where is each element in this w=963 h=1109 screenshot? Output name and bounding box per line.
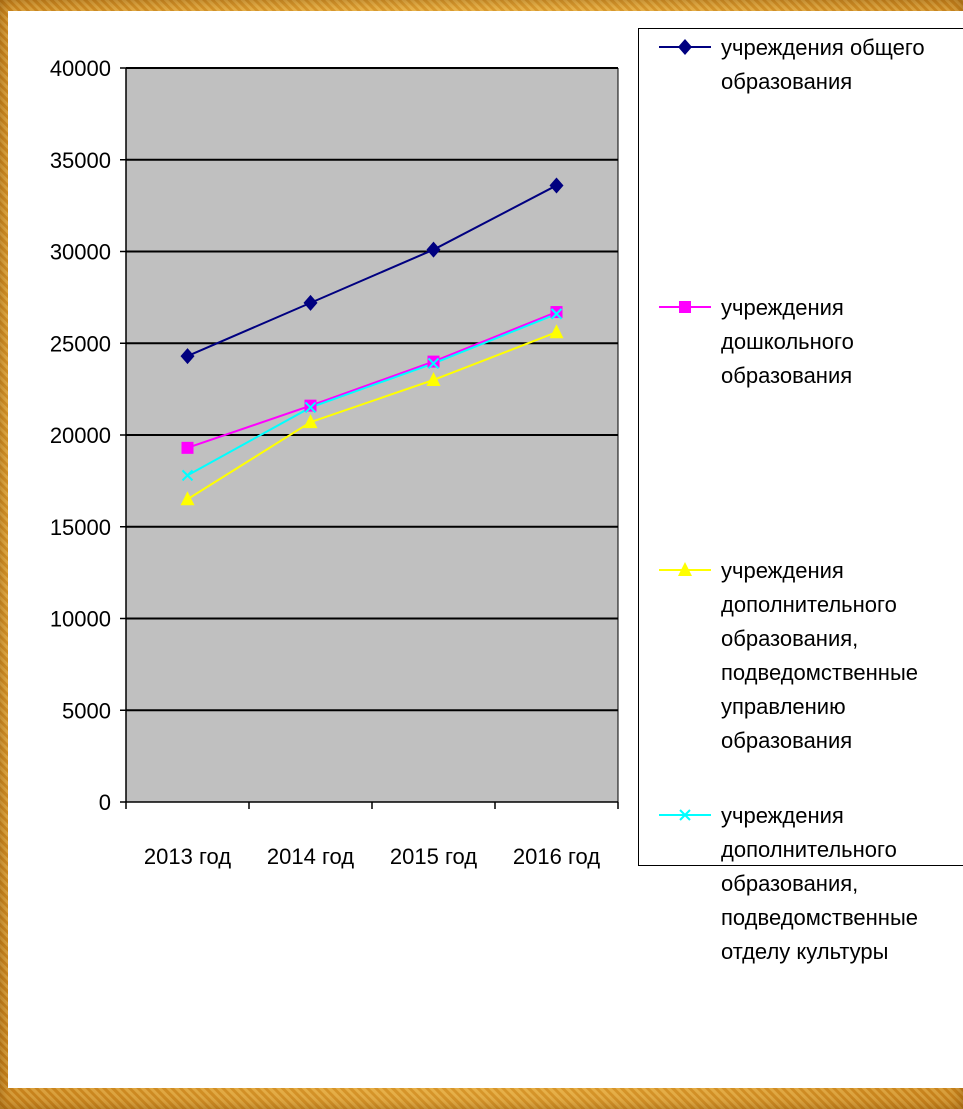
x-axis-tick-labels: 2013 год 2014 год 2015 год 2016 год (144, 844, 600, 869)
legend-label: учреждения дошкольного образования (721, 295, 854, 388)
series-lines (186, 184, 557, 501)
legend-label: учреждения общего образования (721, 35, 925, 94)
chart-panel: 0 5000 10000 15000 20000 25000 30000 35000 40000… (8, 11, 963, 1088)
data-point-square (550, 306, 563, 319)
y-tick-label: 20000 (50, 423, 111, 448)
data-point-x (181, 469, 194, 482)
series-markers (180, 177, 564, 506)
y-tick-label: 15000 (50, 515, 111, 540)
series-line (187, 311, 557, 449)
y-tick-label: 10000 (50, 607, 111, 632)
data-point-square (304, 399, 317, 412)
axes (125, 67, 619, 809)
legend: учреждения общего образования учреждения … (638, 28, 963, 964)
x-tick-label: 2013 год (144, 844, 231, 869)
data-point-diamond (678, 39, 692, 55)
data-point-x (550, 308, 563, 320)
legend-label: учреждения дополнительного образования, … (721, 803, 918, 964)
data-point-diamond (303, 294, 318, 311)
legend-swatch (659, 39, 711, 55)
y-tick-label: 5000 (62, 698, 111, 723)
x-tick-label: 2016 год (513, 844, 600, 869)
legend-swatch (659, 301, 711, 313)
y-tick-label: 30000 (50, 240, 111, 265)
data-point-square (679, 301, 691, 313)
line-chart: 0 5000 10000 15000 20000 25000 30000 35000 40000… (50, 56, 619, 869)
data-point-diamond (426, 241, 441, 258)
series-line (187, 312, 557, 477)
data-point-triangle (180, 491, 195, 506)
data-point-square (181, 441, 194, 454)
data-point-diamond (180, 348, 195, 365)
legend-swatch (659, 809, 711, 821)
y-tick-label: 0 (99, 790, 111, 815)
data-point-square (427, 355, 440, 368)
x-tick-label: 2015 год (390, 844, 477, 869)
data-point-triangle (303, 414, 318, 429)
x-tick-label: 2014 год (267, 844, 354, 869)
series-line (186, 331, 557, 501)
data-point-x (427, 357, 440, 370)
y-tick-label: 40000 (50, 56, 111, 81)
data-point-triangle (678, 562, 692, 576)
data-point-x (304, 401, 317, 414)
data-point-x (679, 809, 691, 821)
y-tick-label: 35000 (50, 148, 111, 173)
legend-swatch (659, 562, 711, 576)
y-axis-tick-labels: 0 5000 10000 15000 20000 25000 30000 35000 40000 (50, 56, 111, 815)
data-point-diamond (549, 177, 564, 194)
data-point-triangle (426, 371, 441, 386)
y-tick-label: 25000 (50, 331, 111, 356)
data-point-triangle (549, 324, 564, 339)
legend-label: учреждения дополнительного образования, … (721, 558, 918, 753)
series-line (187, 184, 557, 358)
